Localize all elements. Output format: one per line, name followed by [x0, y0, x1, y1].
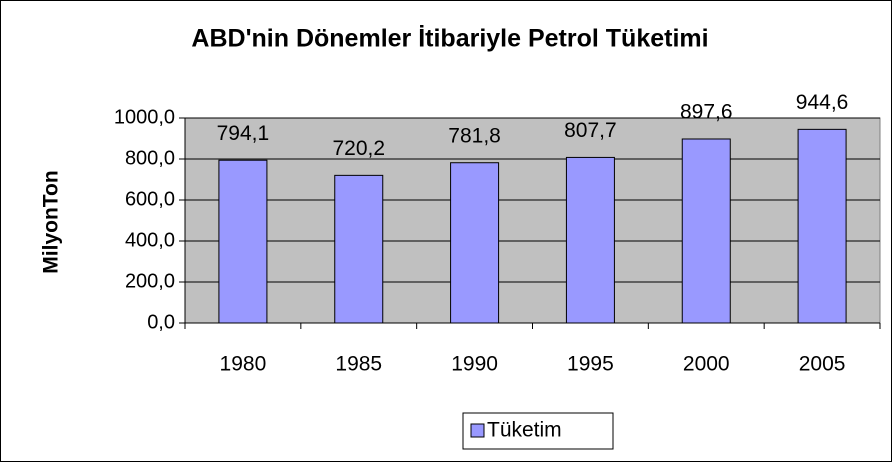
- y-tick-label: 800,0: [125, 147, 175, 169]
- data-label: 720,2: [332, 137, 385, 160]
- y-tick-label: 400,0: [125, 229, 175, 251]
- legend-box: [462, 412, 614, 450]
- bar: [218, 159, 268, 324]
- data-label: 781,8: [448, 124, 501, 147]
- legend-swatch: [470, 423, 485, 438]
- bar: [334, 174, 384, 324]
- legend-label: Tüketim: [487, 419, 562, 442]
- data-label: 944,6: [796, 91, 849, 114]
- x-tick-label: 1980: [220, 353, 267, 376]
- data-label: 807,7: [564, 119, 617, 142]
- y-axis-label: MilyonTon: [40, 170, 63, 273]
- chart-title: ABD'nin Dönemler İtibariyle Petrol Tüket…: [191, 25, 708, 53]
- bar: [450, 162, 500, 324]
- y-tick-label: 600,0: [125, 188, 175, 210]
- y-tick-label: 1000,0: [114, 106, 175, 128]
- data-label: 794,1: [217, 122, 270, 145]
- x-tick-label: 1995: [567, 353, 614, 376]
- x-tick-label: 1985: [335, 353, 382, 376]
- bar: [565, 156, 615, 324]
- data-label: 897,6: [680, 101, 733, 124]
- bar: [797, 128, 847, 324]
- x-tick-label: 2000: [683, 353, 730, 376]
- x-tick-label: 1990: [451, 353, 498, 376]
- y-tick-label: 200,0: [125, 270, 175, 292]
- y-tick-label: 0,0: [147, 311, 175, 333]
- x-tick-label: 2005: [799, 353, 846, 376]
- bar: [681, 138, 731, 324]
- plot-area: [184, 117, 881, 324]
